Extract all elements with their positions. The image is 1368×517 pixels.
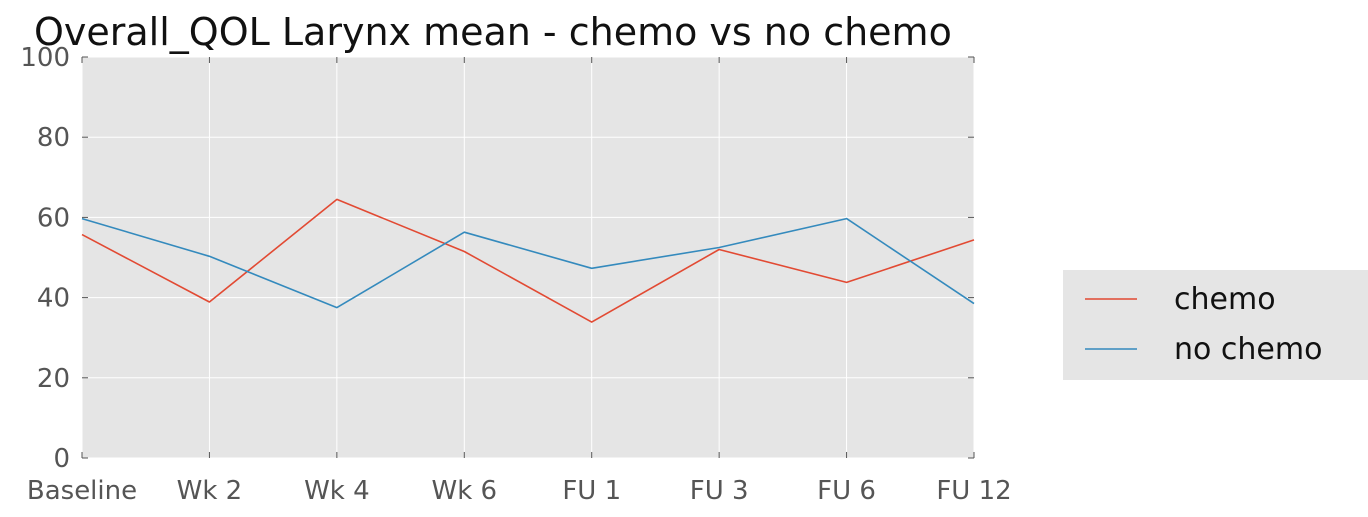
legend-label-no-chemo: no chemo [1174,332,1322,367]
grid-layer [81,56,975,459]
y-tick-label: 0 [53,444,70,474]
plot-area [82,57,974,458]
series-line-no-chemo [81,217,975,309]
y-tick-label: 60 [37,203,70,233]
x-tick-label: FU 6 [817,476,876,506]
series-line-chemo [81,198,975,323]
y-tick-label: 80 [37,123,70,153]
legend: chemo no chemo [1063,270,1368,380]
x-tick-label: Baseline [27,476,137,506]
legend-box [1063,270,1368,380]
legend-label-chemo: chemo [1174,282,1276,317]
x-tick-label: FU 1 [562,476,621,506]
chart-title: Overall_QOL Larynx mean - chemo vs no ch… [34,10,952,54]
x-tick-label: FU 12 [936,476,1011,506]
y-tick-label: 20 [37,364,70,394]
ticks-layer: Baseline Wk 2 Wk 4 Wk 6 FU 1 FU 3 FU 6 FU 12 0 20… [20,43,1011,506]
y-tick-label: 100 [20,43,70,73]
x-tick-label: FU 3 [690,476,749,506]
x-tick-label: Wk 2 [177,476,243,506]
series-layer [81,198,975,323]
x-tick-label: Wk 4 [304,476,370,506]
y-tick-label: 40 [37,284,70,314]
x-tick-label: Wk 6 [431,476,497,506]
